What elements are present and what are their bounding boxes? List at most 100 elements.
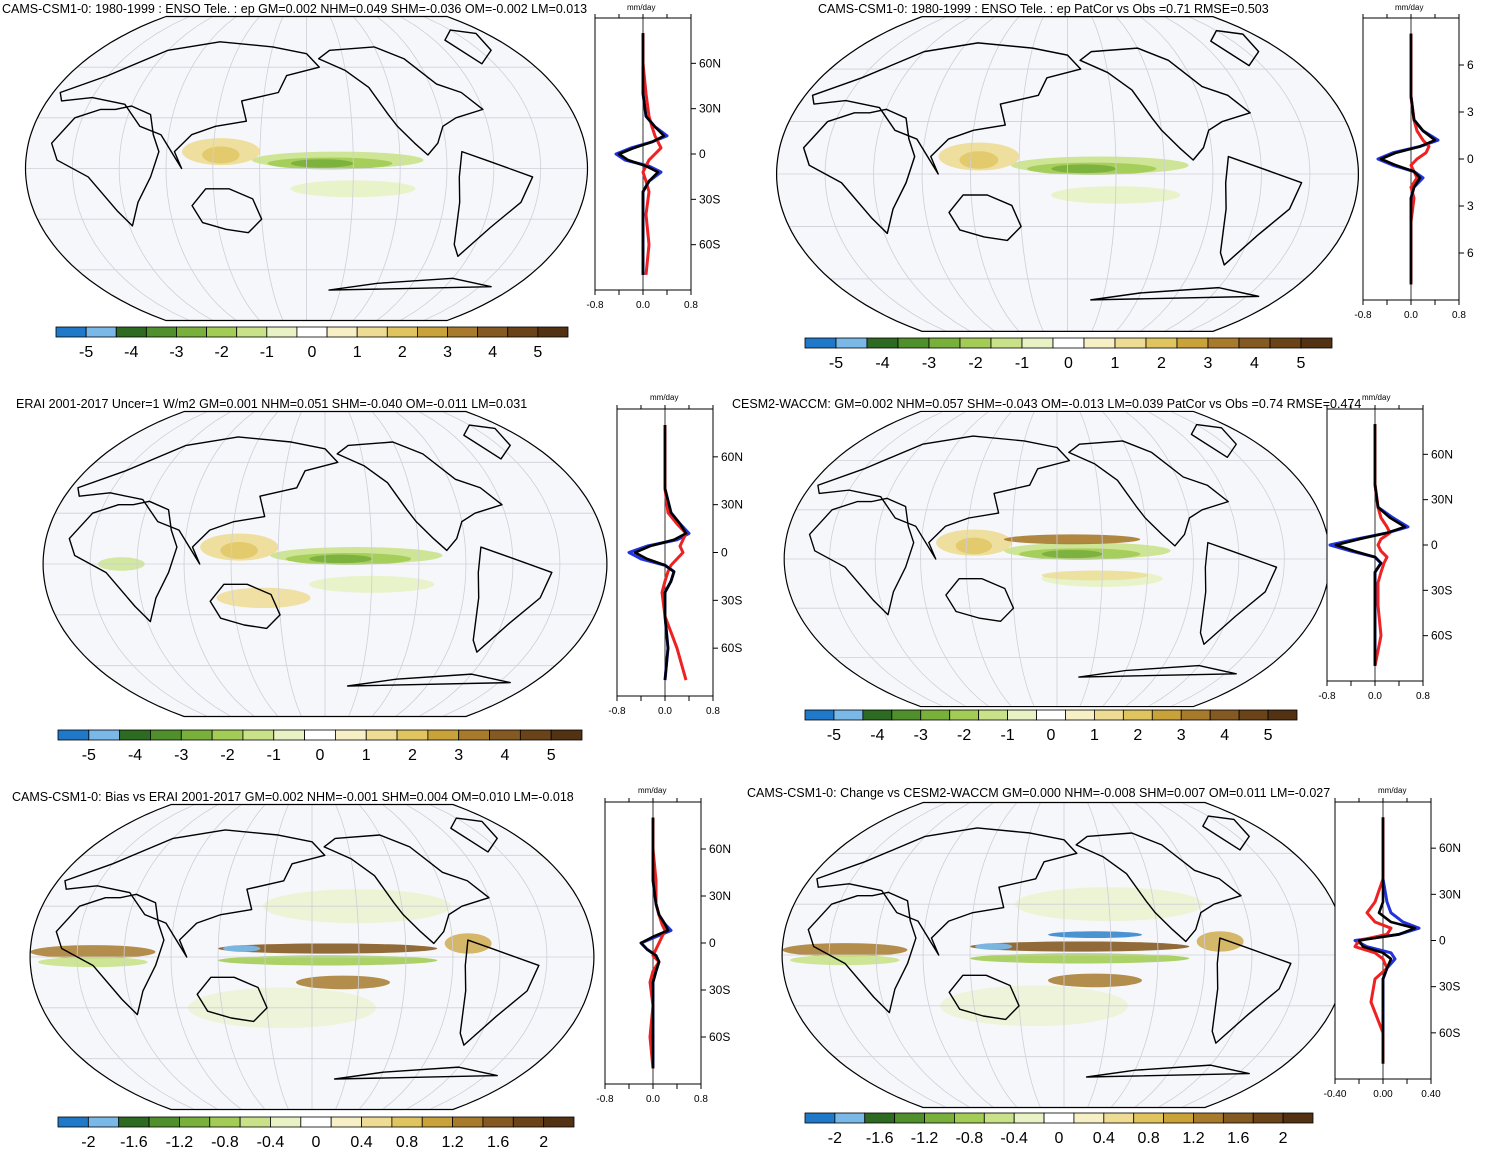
colorbar-swatch bbox=[1151, 709, 1182, 721]
colorbar-swatch bbox=[1163, 1112, 1194, 1124]
x-tick-label: -0.8 bbox=[1354, 310, 1372, 321]
x-tick-label: -0.8 bbox=[608, 706, 626, 717]
colorbar-swatch bbox=[894, 1112, 925, 1124]
colorbar-label: 5 bbox=[547, 747, 556, 764]
colorbar-label: 0 bbox=[316, 747, 325, 764]
colorbar-label: -2 bbox=[828, 1130, 842, 1147]
colorbar-swatch bbox=[361, 1116, 393, 1128]
lat-tick-label: 30N bbox=[1439, 887, 1461, 901]
colorbar-label: -2 bbox=[957, 727, 971, 744]
colorbar-label: 0 bbox=[312, 1134, 321, 1151]
x-tick-label: -0.8 bbox=[1318, 691, 1336, 702]
lat-tick-label: 60S bbox=[699, 238, 720, 252]
colorbar-swatch bbox=[891, 709, 922, 721]
colorbar-swatch bbox=[1222, 1112, 1254, 1124]
zonal-profile: 60N 30N 0 30S 60S -0.8 0.0 0.8 bbox=[1318, 405, 1453, 702]
colorbar-label: -2 bbox=[81, 1134, 95, 1151]
lat-tick-label: 30N bbox=[721, 498, 743, 512]
world-map bbox=[42, 410, 608, 718]
colorbar-label: 2 bbox=[539, 1134, 548, 1151]
colorbar-swatch bbox=[833, 709, 864, 721]
panel-title: CAMS-CSM1-0: Bias vs ERAI 2001-2017 GM=0… bbox=[12, 790, 574, 804]
lat-tick-label: 30S bbox=[1431, 583, 1452, 597]
colorbar-label: 0 bbox=[1064, 355, 1073, 372]
colorbar-label: 3 bbox=[1177, 727, 1186, 744]
colorbar-label: -1.6 bbox=[866, 1130, 894, 1147]
colorbar-swatch bbox=[148, 1116, 180, 1128]
colorbar-swatch bbox=[296, 326, 328, 338]
colorbar-swatch bbox=[1021, 337, 1054, 349]
zonal-profile: 60N 30N 0 30S 60S -0.40 0.00 0.40 bbox=[1324, 798, 1461, 1100]
x-tick-label: 0.8 bbox=[1452, 310, 1466, 321]
colorbar-swatch bbox=[924, 1112, 955, 1124]
lat-tick-label: 30N bbox=[1431, 493, 1453, 507]
world-map bbox=[29, 803, 595, 1111]
colorbar-swatch bbox=[300, 1116, 332, 1128]
profile-units: mm/day bbox=[1362, 393, 1391, 402]
colorbar-label: -0.4 bbox=[257, 1134, 285, 1151]
colorbar-swatch bbox=[427, 729, 460, 741]
colorbar-label: 3 bbox=[454, 747, 463, 764]
lat-tick-label: 0 bbox=[1439, 934, 1446, 948]
colorbar-label: 1 bbox=[1090, 727, 1099, 744]
x-tick-label: -0.8 bbox=[586, 300, 604, 311]
world-map bbox=[775, 16, 1360, 332]
colorbar-swatch bbox=[477, 326, 509, 338]
colorbar-swatch bbox=[835, 337, 868, 349]
colorbar-swatch bbox=[87, 1116, 120, 1128]
colorbar-swatch bbox=[550, 729, 583, 741]
colorbar-label: -1 bbox=[267, 747, 281, 764]
x-tick-label: 0.8 bbox=[684, 300, 698, 311]
colorbar-swatch bbox=[1043, 1112, 1075, 1124]
colorbar-swatch bbox=[57, 1116, 89, 1128]
colorbar-label: 2 bbox=[1157, 355, 1166, 372]
colorbar-swatch bbox=[983, 1112, 1015, 1124]
x-tick-label: 0.0 bbox=[646, 1094, 660, 1105]
colorbar-swatch bbox=[512, 1116, 545, 1128]
lat-tick-label: 30S bbox=[699, 192, 720, 206]
colorbar-swatch bbox=[273, 729, 305, 741]
colorbar-swatch bbox=[507, 326, 539, 338]
profile-series-line bbox=[639, 817, 670, 1069]
colorbar-label: -3 bbox=[169, 344, 183, 361]
colorbar-swatch bbox=[335, 729, 367, 741]
world-map bbox=[24, 15, 589, 322]
colorbar-label: -1.2 bbox=[166, 1134, 194, 1151]
lat-tick-label: 60N bbox=[709, 842, 731, 856]
colorbar-label: -2 bbox=[220, 747, 234, 764]
colorbar-label: -3 bbox=[914, 727, 928, 744]
colorbar-label: -4 bbox=[124, 344, 138, 361]
colorbar-swatch bbox=[452, 1116, 484, 1128]
colorbar-swatch bbox=[1209, 709, 1240, 721]
profile-series-line bbox=[660, 424, 688, 681]
lat-tick-label: 3 bbox=[1467, 105, 1474, 119]
colorbar-swatch bbox=[180, 729, 213, 741]
colorbar-label: 4 bbox=[488, 344, 497, 361]
lat-tick-label: 0 bbox=[1431, 538, 1438, 552]
colorbar-label: 3 bbox=[443, 344, 452, 361]
colorbar-label: 1.2 bbox=[441, 1134, 463, 1151]
colorbar-label: 0 bbox=[1047, 727, 1056, 744]
colorbar-label: -1 bbox=[260, 344, 274, 361]
colorbar-label: 2 bbox=[1279, 1130, 1288, 1147]
colorbar-swatch bbox=[959, 337, 992, 349]
lat-tick-label: 0 bbox=[721, 546, 728, 560]
colorbar-swatch bbox=[396, 729, 429, 741]
colorbar-label: 5 bbox=[533, 344, 542, 361]
colorbar-label: 2 bbox=[398, 344, 407, 361]
colorbar-swatch bbox=[330, 1116, 362, 1128]
lat-tick-label: 60N bbox=[1439, 841, 1461, 855]
colorbar-label: -5 bbox=[829, 355, 843, 372]
colorbar-swatch bbox=[1282, 1112, 1314, 1124]
colorbar-label: -5 bbox=[82, 747, 96, 764]
colorbar-swatch bbox=[1176, 337, 1209, 349]
x-tick-label: 0.8 bbox=[706, 706, 720, 717]
colorbar-label: 2 bbox=[1133, 727, 1142, 744]
colorbar-swatch bbox=[1238, 709, 1269, 721]
colorbar: -5 -4 -3 -2 -1 0 1 2 3 4 5 bbox=[804, 337, 1333, 372]
lat-tick-label: 30S bbox=[1439, 980, 1460, 994]
colorbar-swatch bbox=[145, 326, 177, 338]
colorbar-swatch bbox=[489, 729, 521, 741]
colorbar-label: -1.2 bbox=[911, 1130, 939, 1147]
colorbar-swatch bbox=[804, 337, 837, 349]
